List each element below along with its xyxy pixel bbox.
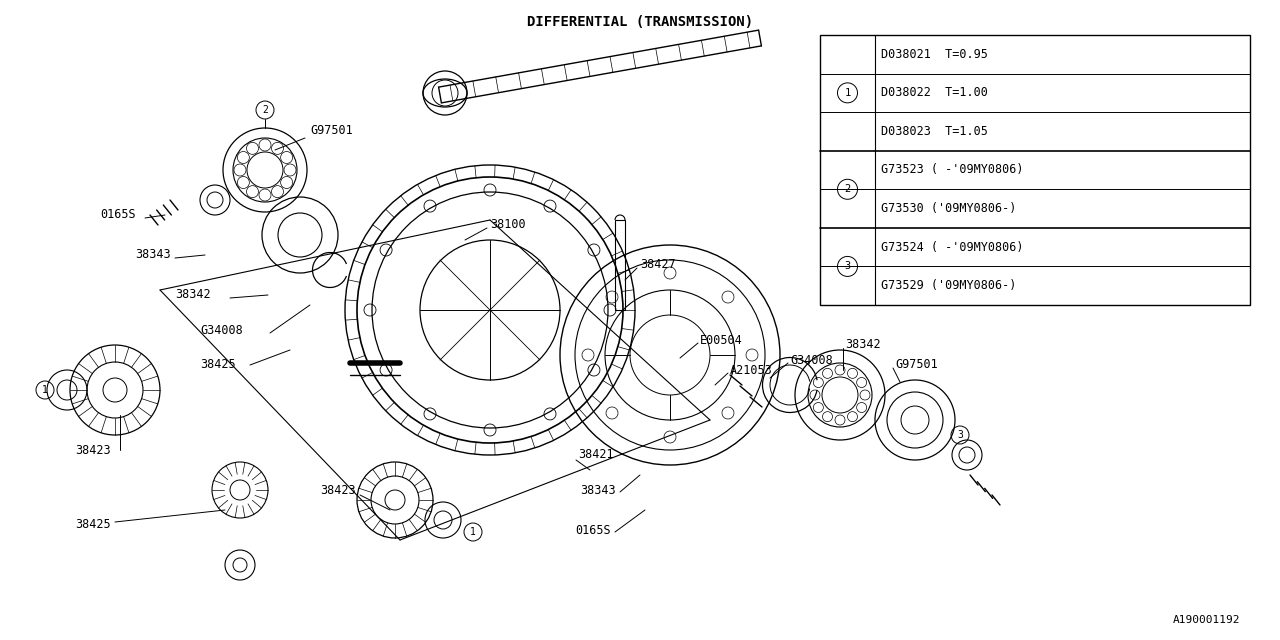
Text: 38423: 38423: [76, 444, 110, 456]
Text: 0165S: 0165S: [575, 524, 611, 536]
Text: 2: 2: [845, 184, 851, 195]
Text: E00504: E00504: [700, 333, 742, 346]
Text: 38427: 38427: [640, 259, 676, 271]
Bar: [820, 35, 1251, 305]
Text: G73529 ('09MY0806-): G73529 ('09MY0806-): [881, 279, 1016, 292]
Bar: [614, 220, 625, 310]
Text: 38343: 38343: [134, 248, 170, 262]
Text: G97501: G97501: [895, 358, 938, 371]
Text: G73523 ( -'09MY0806): G73523 ( -'09MY0806): [881, 163, 1024, 177]
Text: G34008: G34008: [200, 323, 243, 337]
Text: 3: 3: [845, 261, 851, 271]
Text: G73530 ('09MY0806-): G73530 ('09MY0806-): [881, 202, 1016, 215]
Text: G73524 ( -'09MY0806): G73524 ( -'09MY0806): [881, 241, 1024, 253]
Text: 1: 1: [42, 385, 47, 395]
Text: D038021  T=0.95: D038021 T=0.95: [881, 48, 988, 61]
Text: 38342: 38342: [845, 339, 881, 351]
Text: 0165S: 0165S: [100, 209, 136, 221]
Text: DIFFERENTIAL (TRANSMISSION): DIFFERENTIAL (TRANSMISSION): [527, 15, 753, 29]
Text: D038023  T=1.05: D038023 T=1.05: [881, 125, 988, 138]
Text: A21053: A21053: [730, 364, 773, 376]
Text: 3: 3: [957, 430, 963, 440]
Text: 38100: 38100: [490, 218, 526, 232]
Text: 38343: 38343: [580, 483, 616, 497]
Text: 2: 2: [262, 105, 268, 115]
Text: 1: 1: [470, 527, 476, 537]
Text: 38425: 38425: [200, 358, 236, 371]
Text: 1: 1: [845, 88, 851, 98]
Text: A190001192: A190001192: [1172, 615, 1240, 625]
Text: D038022  T=1.00: D038022 T=1.00: [881, 86, 988, 99]
Text: 38421: 38421: [579, 449, 613, 461]
Text: 38342: 38342: [175, 289, 211, 301]
Text: G34008: G34008: [790, 353, 833, 367]
Text: G97501: G97501: [310, 124, 353, 136]
Text: 38425: 38425: [76, 518, 110, 531]
Text: 38423: 38423: [320, 483, 356, 497]
